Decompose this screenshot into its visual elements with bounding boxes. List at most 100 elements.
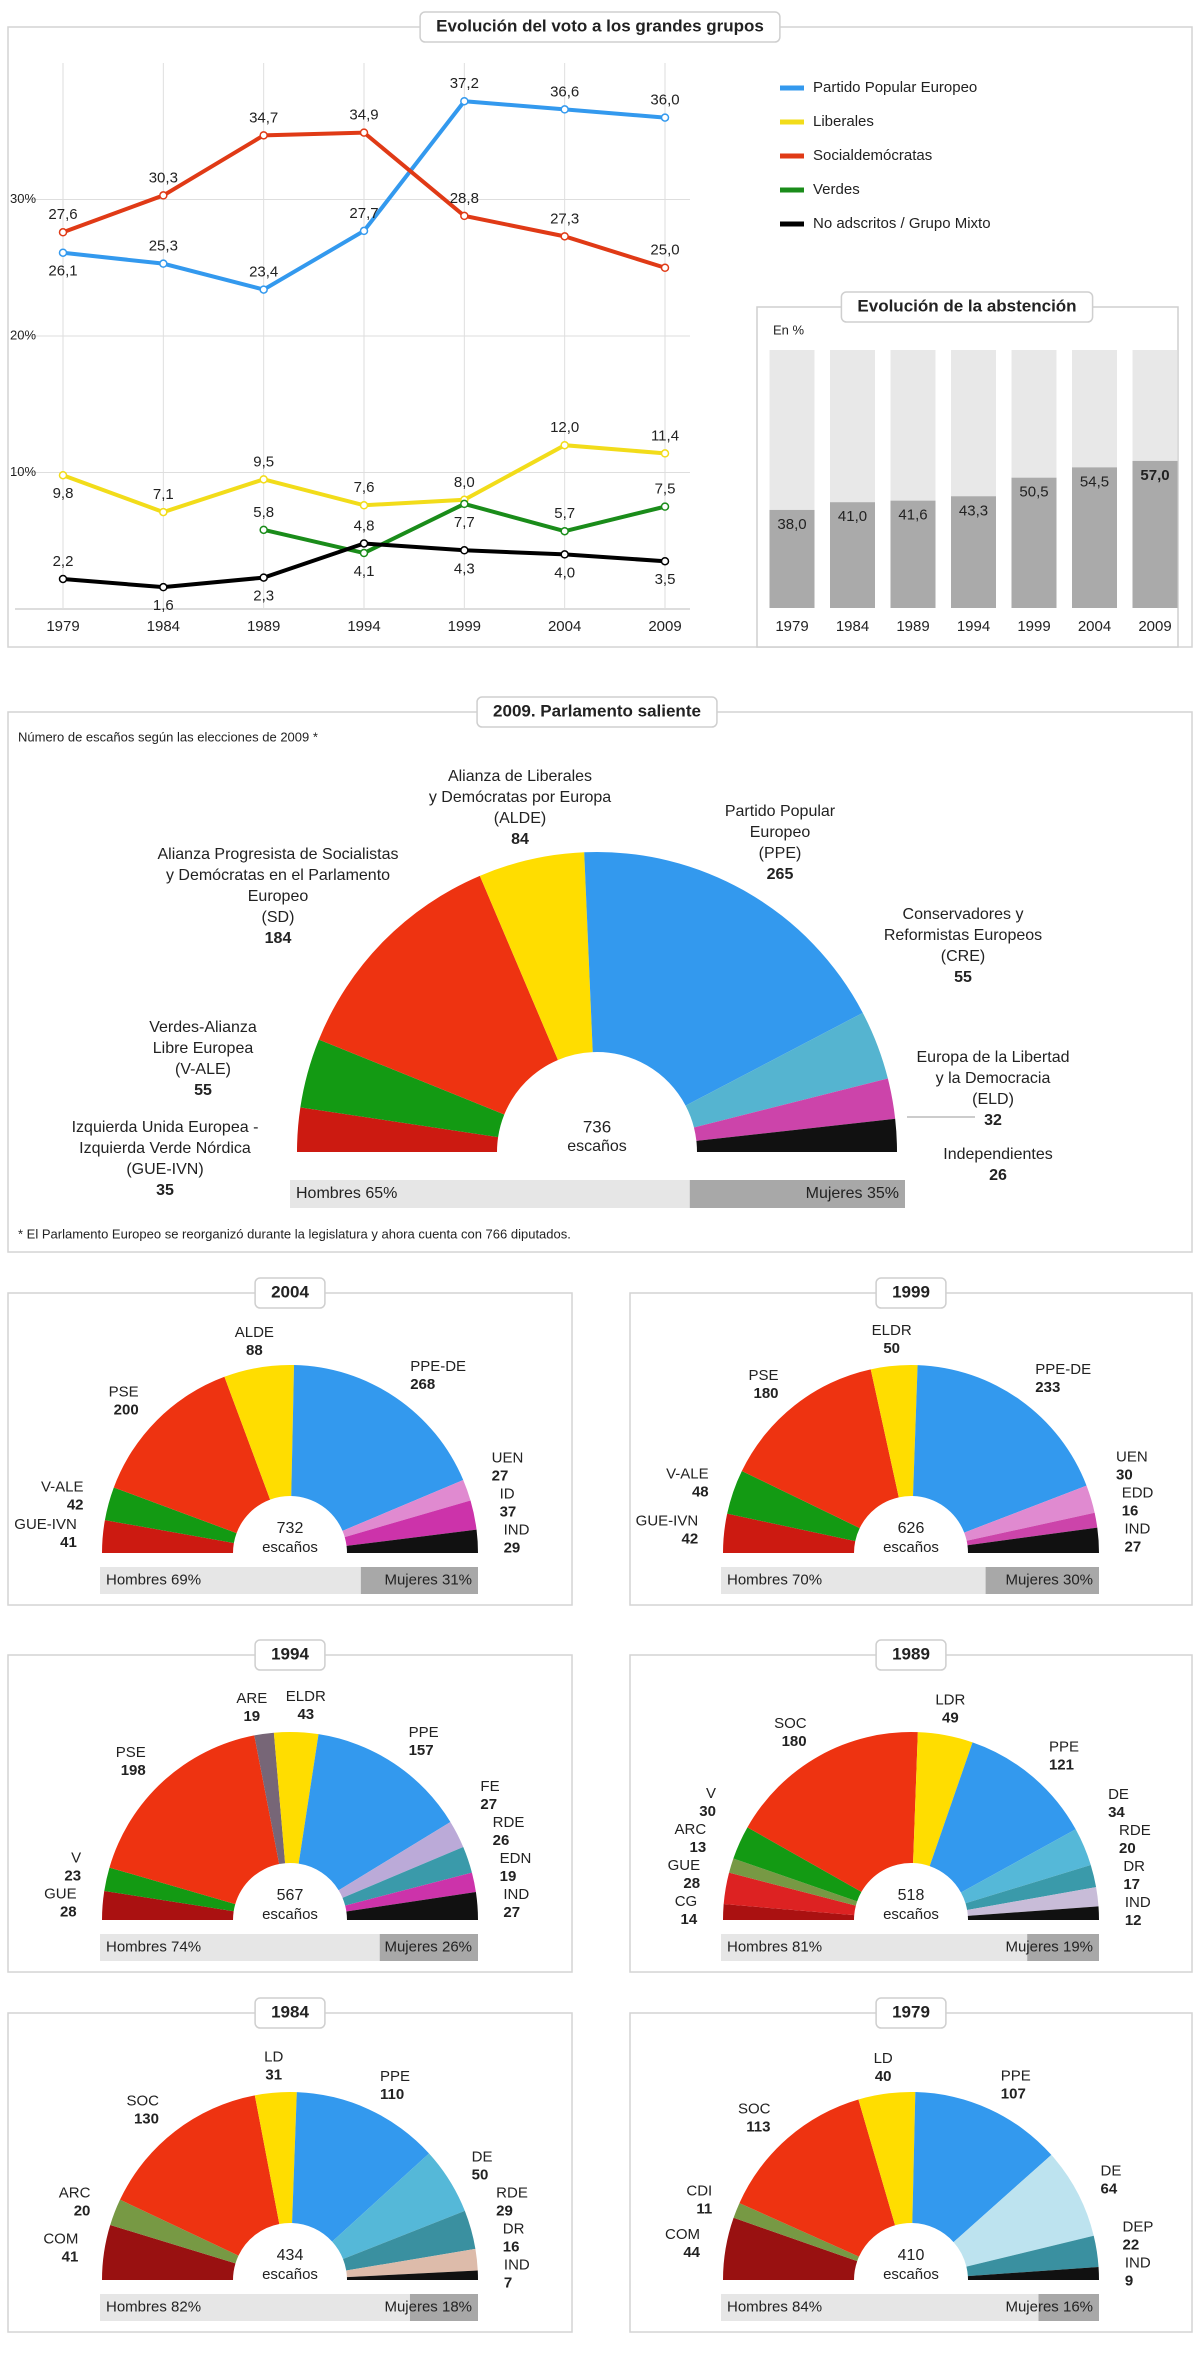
party-seats: 32 (984, 1112, 1002, 1129)
data-label: 9,5 (253, 453, 274, 470)
party-seats: 12 (1125, 1912, 1142, 1929)
party-label: PPE-DE (1035, 1361, 1091, 1378)
party-label: FE (480, 1778, 499, 1795)
data-point (560, 550, 569, 559)
legend-label: Partido Popular Europeo (813, 79, 977, 96)
party-seats: 26 (493, 1832, 510, 1849)
party-seats: 11 (696, 2201, 712, 2218)
party-seats: 29 (496, 2203, 513, 2220)
data-point (460, 546, 469, 555)
gender-label: Mujeres 35% (806, 1185, 899, 1202)
data-label: 50,5 (1019, 484, 1048, 501)
bar (951, 496, 996, 608)
x-tick-label: 2004 (1078, 618, 1111, 635)
data-point (259, 131, 268, 140)
data-label: 41,0 (838, 508, 867, 525)
party-seats: 20 (74, 2203, 91, 2220)
x-tick-label: 2009 (1138, 618, 1171, 635)
party-label: ARC (675, 1821, 707, 1838)
party-seats: 37 (500, 1504, 517, 1521)
party-label: ID (500, 1486, 515, 1503)
seat-total-label: escaños (262, 1539, 318, 1556)
seat-slice (479, 852, 593, 1060)
seat-slice (929, 1742, 1076, 1893)
party-seats: 31 (265, 2067, 282, 2084)
section-title: 1999 (892, 1282, 930, 1301)
seat-slice (104, 1867, 236, 1912)
data-point (560, 526, 569, 536)
party-label: (ELD) (972, 1091, 1014, 1108)
data-label: 5,7 (554, 505, 575, 522)
data-point (560, 232, 569, 241)
title-tab (875, 1277, 947, 1309)
section-title: 2009. Parlamento saliente (493, 701, 701, 720)
party-label: LD (874, 2050, 893, 2067)
gender-bar (689, 1180, 905, 1208)
seat-slice (723, 1872, 856, 1916)
gender-bar (1038, 2294, 1099, 2321)
gender-bar (721, 1567, 986, 1594)
seat-total: 434 (277, 2247, 304, 2264)
gender-label: Hombres 74% (106, 1938, 201, 1955)
seat-slice (747, 1732, 918, 1892)
seat-slice (346, 2270, 478, 2280)
party-label: V-ALE (41, 1479, 84, 1496)
party-label: Independientes (943, 1146, 1052, 1163)
seat-slice (344, 1500, 477, 1546)
party-label: UEN (492, 1450, 524, 1467)
party-seats: 30 (699, 1803, 716, 1820)
data-label: 36,0 (650, 92, 679, 109)
party-label: PSE (116, 1744, 146, 1761)
x-tick-label: 1999 (448, 618, 481, 635)
party-seats: 22 (1122, 2237, 1139, 2254)
party-label: Verdes-Alianza (149, 1019, 257, 1036)
party-seats: 26 (989, 1167, 1007, 1184)
party-label: IND (1125, 2255, 1151, 2272)
title-tab (875, 1997, 947, 2029)
data-label: 11,4 (651, 427, 679, 444)
party-label: Europeo (750, 824, 811, 841)
party-label: y Demócratas por Europa (429, 789, 611, 806)
seat-slice (120, 2095, 280, 2256)
party-label: Izquierda Unida Europea - (72, 1119, 259, 1136)
gender-bar (379, 1934, 478, 1961)
party-label: PPE (380, 2068, 410, 2085)
gender-label: Hombres 65% (296, 1185, 397, 1202)
x-tick-label: 1984 (836, 618, 869, 635)
party-seats: 27 (1125, 1538, 1142, 1555)
seat-slice (723, 2217, 858, 2280)
bar (1011, 477, 1057, 608)
data-point (359, 128, 369, 137)
data-point (259, 573, 268, 582)
party-label: V-ALE (666, 1465, 709, 1482)
party-seats: 19 (500, 1868, 517, 1885)
party-label: (SD) (262, 909, 295, 926)
data-label: 5,8 (253, 504, 274, 521)
gender-bar (721, 1934, 1028, 1961)
data-label: 1,6 (153, 597, 174, 614)
party-label: (GUE-IVN) (126, 1161, 203, 1178)
party-seats: 19 (243, 1708, 260, 1725)
party-seats: 180 (782, 1733, 807, 1750)
party-seats: 30 (1116, 1466, 1133, 1483)
subtitle: En % (773, 322, 805, 337)
party-label: Conservadores y (903, 906, 1024, 923)
data-point (460, 211, 469, 221)
seat-slice (723, 1513, 856, 1553)
seat-slice (858, 2091, 916, 2226)
data-point (359, 501, 369, 510)
data-label: 4,1 (354, 563, 375, 580)
party-seats: 113 (746, 2119, 770, 2136)
data-label: 34,7 (249, 109, 278, 126)
seat-slice (967, 2267, 1099, 2280)
party-label: RDE (496, 2185, 528, 2202)
seat-slice (960, 1829, 1091, 1904)
party-label: V (706, 1785, 716, 1802)
gender-label: Hombres 82% (106, 2298, 201, 2315)
seat-total: 518 (898, 1887, 925, 1904)
title-tab (875, 1639, 947, 1671)
party-label: (CRE) (941, 948, 985, 965)
party-seats: 200 (114, 1402, 139, 1419)
party-seats: 34 (1108, 1804, 1125, 1821)
